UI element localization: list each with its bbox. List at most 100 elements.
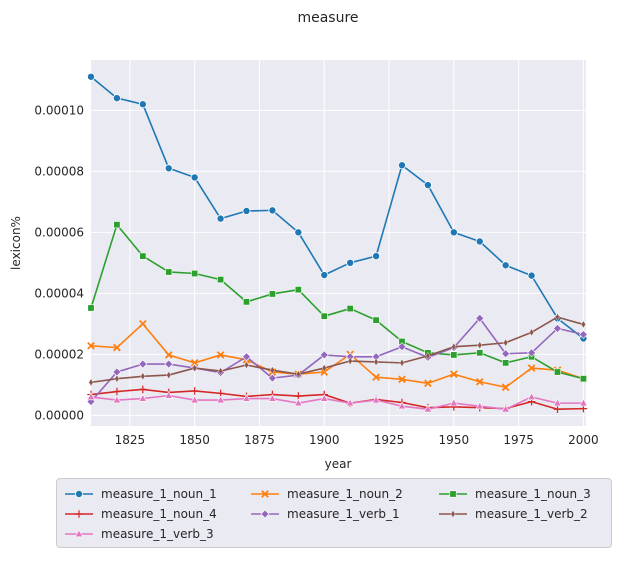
grid-lines	[91, 60, 586, 426]
series-line	[90, 394, 584, 411]
data-point	[242, 298, 250, 306]
legend-swatch	[439, 510, 467, 518]
x-tick-label: 2000	[568, 433, 599, 447]
data-point	[501, 404, 510, 413]
data-point	[294, 228, 303, 237]
data-point	[372, 373, 380, 382]
data-point	[113, 343, 121, 352]
data-point	[87, 341, 95, 350]
data-point	[397, 401, 407, 410]
data-point	[424, 379, 432, 388]
data-point	[553, 405, 562, 414]
data-point	[88, 378, 94, 387]
data-point	[399, 358, 405, 367]
data-point	[527, 392, 536, 401]
legend-swatch	[251, 509, 279, 519]
data-point	[190, 387, 199, 395]
data-point	[138, 359, 148, 369]
legend-label: measure_1_noun_2	[287, 487, 403, 501]
data-point	[319, 393, 329, 402]
legend-item: measure_1_verb_3	[65, 525, 214, 543]
data-point	[87, 304, 95, 312]
data-point	[372, 252, 381, 261]
data-point	[164, 390, 174, 399]
data-point	[190, 173, 199, 182]
x-tick-label: 1950	[439, 433, 470, 447]
data-point	[423, 181, 432, 190]
data-point	[113, 221, 121, 229]
data-point	[217, 276, 225, 284]
series-line	[90, 323, 584, 389]
data-point	[347, 357, 353, 366]
data-point	[502, 359, 510, 367]
y-tick-label: 0.00000	[34, 408, 84, 422]
data-point	[503, 338, 509, 347]
data-point	[346, 258, 355, 267]
data-point	[216, 351, 225, 359]
data-point	[87, 72, 96, 81]
data-point	[476, 349, 484, 357]
x-tick-label: 1850	[179, 433, 210, 447]
data-point	[501, 261, 510, 270]
data-point	[580, 320, 586, 329]
legend-marker	[450, 510, 456, 518]
legend-swatch	[65, 529, 93, 538]
legend-item: measure_1_noun_3	[439, 485, 591, 503]
x-tick-label: 1875	[244, 433, 275, 447]
data-point	[242, 206, 251, 215]
data-point	[112, 395, 122, 404]
data-point	[112, 94, 121, 103]
data-point	[113, 387, 121, 396]
y-tick-label: 0.00010	[34, 103, 84, 117]
legend-label: measure_1_noun_3	[475, 487, 591, 501]
legend: measure_1_noun_1 measure_1_noun_2 measure_…	[56, 478, 612, 548]
data-point	[425, 351, 431, 360]
series-line	[90, 316, 584, 384]
series-measure_1_verb_2	[88, 313, 586, 387]
data-point	[475, 377, 484, 386]
data-point	[398, 375, 406, 384]
data-point	[555, 313, 560, 322]
data-point	[397, 161, 406, 170]
data-point	[477, 341, 483, 350]
data-point	[553, 398, 562, 407]
legend-label: measure_1_verb_1	[287, 507, 400, 521]
data-point	[450, 351, 458, 359]
data-point	[321, 364, 327, 373]
series-measure_1_noun_1	[87, 72, 588, 343]
data-point	[190, 359, 199, 367]
data-point	[114, 374, 120, 383]
data-point	[216, 395, 225, 404]
data-point	[269, 366, 275, 375]
data-point	[242, 352, 251, 362]
data-point	[320, 312, 328, 320]
legend-item: measure_1_verb_2	[439, 505, 588, 523]
plot-area	[91, 60, 586, 426]
legend-item: measure_1_verb_1	[251, 505, 400, 523]
data-point	[579, 398, 588, 407]
data-point	[373, 357, 379, 366]
data-point	[164, 359, 174, 369]
data-point	[527, 271, 536, 280]
data-point	[192, 364, 198, 373]
data-point	[345, 398, 355, 407]
x-axis-label: year	[325, 457, 352, 471]
data-point	[268, 393, 277, 402]
data-point	[295, 370, 301, 379]
tick-labels: 1825 1850 1875 1900 1925 1950 1975 2000 0.00000 0…	[34, 103, 598, 447]
data-point	[529, 328, 535, 337]
data-point	[267, 373, 277, 383]
x-tick-label: 1900	[309, 433, 340, 447]
legend-marker	[75, 510, 83, 518]
data-point	[242, 393, 251, 402]
legend-label: measure_1_verb_3	[101, 527, 214, 541]
x-tick-label: 1825	[115, 433, 146, 447]
series-line	[90, 223, 584, 380]
data-point	[165, 268, 173, 276]
legend-swatch	[439, 490, 467, 498]
data-point	[191, 269, 199, 277]
data-point	[371, 395, 381, 404]
legend-swatch	[65, 490, 93, 498]
y-tick-label: 0.00008	[34, 164, 84, 178]
legend-marker	[74, 490, 83, 498]
